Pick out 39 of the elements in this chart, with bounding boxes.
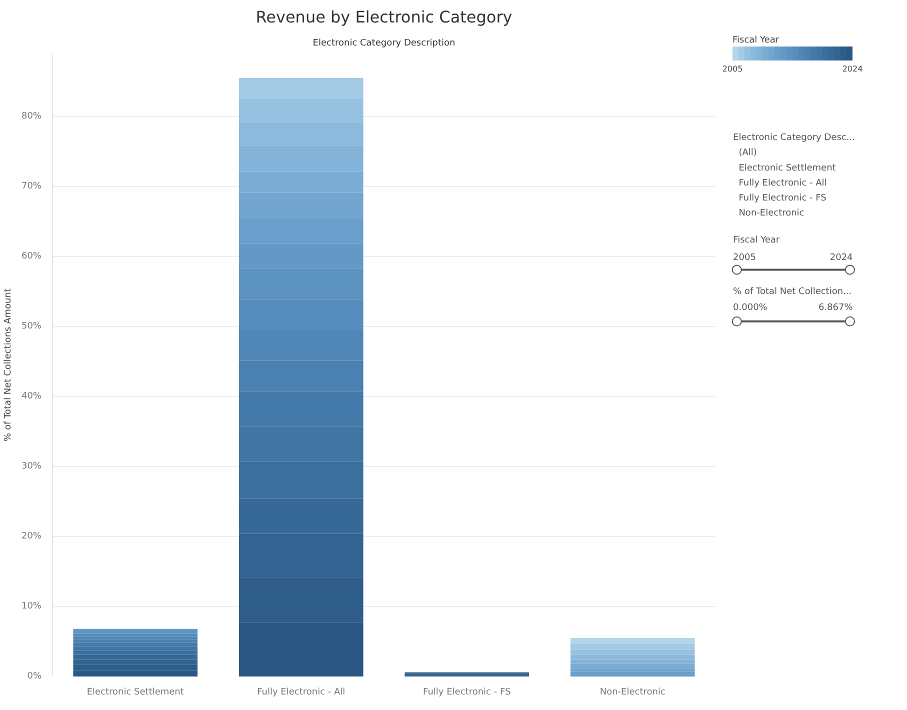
y-tick-label: 80% — [21, 112, 42, 122]
bar — [238, 78, 364, 99]
color-bar-title: Fiscal Year — [732, 36, 780, 46]
y-tick-label: 0% — [27, 672, 42, 682]
text: 6.867% — [818, 303, 854, 314]
y-tick-label: 70% — [21, 182, 42, 192]
text: Electronic Settlement — [738, 163, 836, 174]
y-tick-label: 20% — [21, 532, 42, 542]
text: 2005 — [733, 252, 756, 263]
chart-subtitle: Electronic Category Description — [312, 38, 456, 48]
text: 0.000% — [733, 303, 768, 314]
text: Non-Electronic — [738, 208, 804, 219]
bar — [570, 664, 695, 668]
bar — [73, 642, 198, 646]
y-tick-label: 40% — [21, 392, 42, 402]
text: Fiscal Year — [733, 235, 780, 246]
x-tick-label: Fully Electronic - FS — [423, 688, 511, 698]
text: 2024 — [830, 252, 854, 263]
text: Electronic Category Desc... — [733, 133, 855, 144]
color-bar-label: 2024 — [842, 64, 863, 74]
text: % of Total Net Collection... — [733, 287, 852, 298]
chart-title: Revenue by Electronic Category — [256, 8, 512, 26]
text: Fully Electronic - All — [738, 178, 827, 188]
bar — [570, 638, 695, 644]
bar — [73, 631, 198, 634]
y-tick-label: 60% — [21, 252, 42, 262]
color-bar-label: 2005 — [722, 64, 743, 74]
x-tick-label: Non-Electronic — [600, 688, 666, 698]
x-tick-label: Fully Electronic - All — [257, 688, 346, 698]
x-tick-label: Electronic Settlement — [86, 688, 184, 698]
text: (All) — [738, 148, 757, 158]
y-tick-label: 50% — [21, 322, 42, 332]
bar — [73, 639, 198, 643]
y-tick-label: 30% — [21, 462, 42, 472]
text: Fully Electronic - FS — [738, 194, 827, 204]
bar — [73, 646, 198, 651]
y-axis-title: % of Total Net Collections Amount — [3, 288, 14, 442]
y-tick-label: 10% — [21, 602, 42, 612]
bar — [570, 644, 695, 650]
